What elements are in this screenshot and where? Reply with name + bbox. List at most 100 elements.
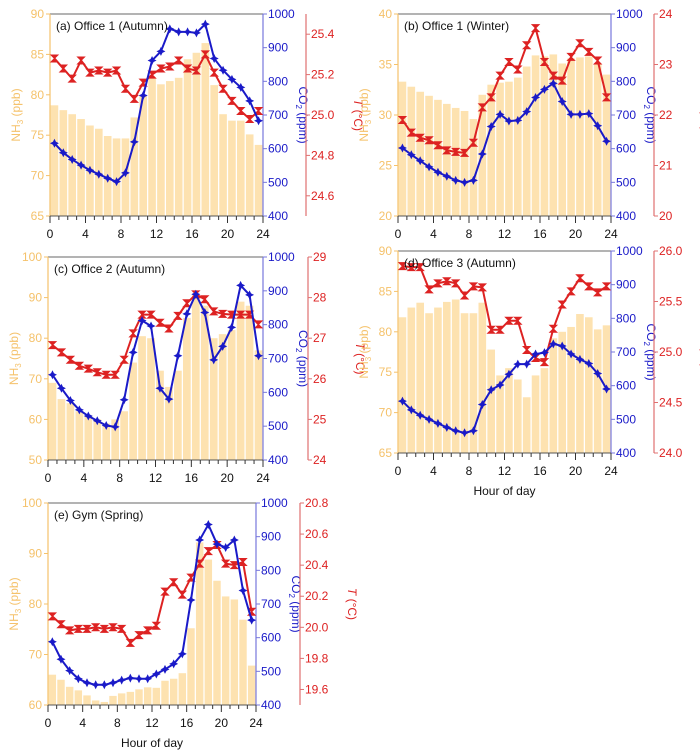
temp-marker [155, 318, 165, 327]
nh3-bar [593, 329, 602, 453]
co2-marker [99, 680, 109, 690]
temp-marker [397, 262, 408, 271]
x-tick-label: 8 [118, 227, 125, 241]
temp-marker [49, 54, 60, 63]
co2-marker [191, 28, 201, 38]
temp-marker [442, 277, 452, 286]
temp-marker [566, 52, 576, 61]
nh3-bar [100, 701, 109, 705]
co2-tick-label: 500 [268, 419, 288, 433]
temp-marker [128, 329, 138, 338]
temp-marker [548, 324, 559, 333]
co2-marker [65, 666, 75, 676]
temp-marker [120, 84, 131, 93]
co2-marker [91, 680, 101, 690]
co2-marker [451, 175, 461, 185]
nh3-bar [496, 375, 504, 453]
nh3-bar [451, 107, 460, 216]
temp-marker [495, 325, 505, 334]
co2-marker [513, 115, 523, 125]
temp-marker [424, 285, 434, 294]
nh3-bar [522, 66, 531, 217]
nh3-bar [68, 114, 77, 216]
co2-marker [134, 674, 144, 684]
co2-tick-label: 600 [268, 142, 288, 156]
co2-marker [182, 309, 192, 319]
co2-marker [593, 121, 603, 131]
co2-marker [548, 339, 558, 349]
nh3-bar [496, 82, 504, 217]
temp-tick-label: 19.6 [305, 682, 329, 696]
temp-marker [486, 325, 496, 334]
co2-marker [397, 396, 407, 406]
temp-marker [160, 587, 170, 596]
co2-tick-label: 1000 [616, 7, 643, 21]
co2-marker [557, 341, 567, 351]
temp-marker [217, 309, 228, 318]
co2-marker [539, 348, 549, 358]
temp-marker [415, 133, 425, 142]
temp-marker [227, 96, 237, 105]
temp-marker [191, 66, 202, 75]
temp-marker [424, 136, 434, 145]
co2-marker [209, 355, 219, 365]
nh3-bar [442, 301, 451, 453]
nh3-tick-label: 50 [29, 453, 43, 467]
nh3-tick-label: 90 [29, 547, 43, 561]
nh3-tick-label: 70 [29, 372, 43, 386]
co2-marker [177, 649, 187, 659]
co2-marker [229, 535, 239, 545]
nh3-bar [513, 379, 522, 453]
co2-marker [74, 405, 84, 415]
x-tick-label: 12 [149, 471, 163, 485]
x-tick-label: 12 [150, 227, 164, 241]
x-tick-label: 24 [249, 716, 263, 730]
co2-marker [221, 542, 231, 552]
co2-tick-label: 400 [616, 209, 636, 223]
temp-marker [468, 138, 479, 147]
temp-marker [530, 24, 541, 33]
nh3-tick-label: 60 [29, 412, 43, 426]
co2-marker [236, 82, 246, 92]
nh3-bar [102, 423, 111, 460]
temp-tick-label: 24.5 [659, 396, 683, 410]
co2-marker [203, 520, 213, 530]
nh3-bar [138, 336, 146, 460]
co2-marker [191, 289, 201, 299]
temp-marker [111, 66, 122, 75]
temp-marker [468, 282, 479, 291]
co2-tick-label: 600 [268, 385, 288, 399]
x-tick-label: 8 [114, 716, 121, 730]
co2-marker [164, 394, 174, 404]
x-tick-label: 16 [180, 716, 194, 730]
temp-tick-label: 24 [659, 7, 673, 21]
x-tick-label: 0 [395, 227, 402, 241]
co2-marker [65, 395, 75, 405]
temp-marker [156, 64, 166, 73]
temp-marker [229, 561, 240, 570]
temp-marker [495, 71, 505, 80]
temp-marker [575, 39, 585, 48]
co2-tick-label: 700 [261, 597, 281, 611]
co2-marker [212, 539, 222, 549]
nh3-bar [469, 313, 478, 453]
co2-marker [245, 96, 255, 106]
co2-marker [101, 420, 111, 430]
co2-tick-label: 700 [616, 345, 636, 359]
nh3-bar [161, 680, 169, 705]
co2-marker [147, 55, 157, 65]
temp-tick-label: 29 [313, 250, 327, 264]
temp-tick-label: 20 [659, 209, 673, 223]
temp-marker [200, 295, 210, 304]
co2-tick-label: 500 [616, 175, 636, 189]
co2-tick-label: 1000 [261, 496, 288, 510]
x-tick-label: 0 [395, 464, 402, 478]
temp-marker [592, 56, 603, 65]
nh3-bar [513, 77, 522, 216]
temp-marker [459, 291, 470, 300]
nh3-bar [218, 334, 227, 460]
co2-marker [495, 380, 505, 390]
nh3-bar [83, 695, 91, 705]
nh3-bar [425, 95, 433, 216]
x-tick-label: 4 [79, 716, 86, 730]
